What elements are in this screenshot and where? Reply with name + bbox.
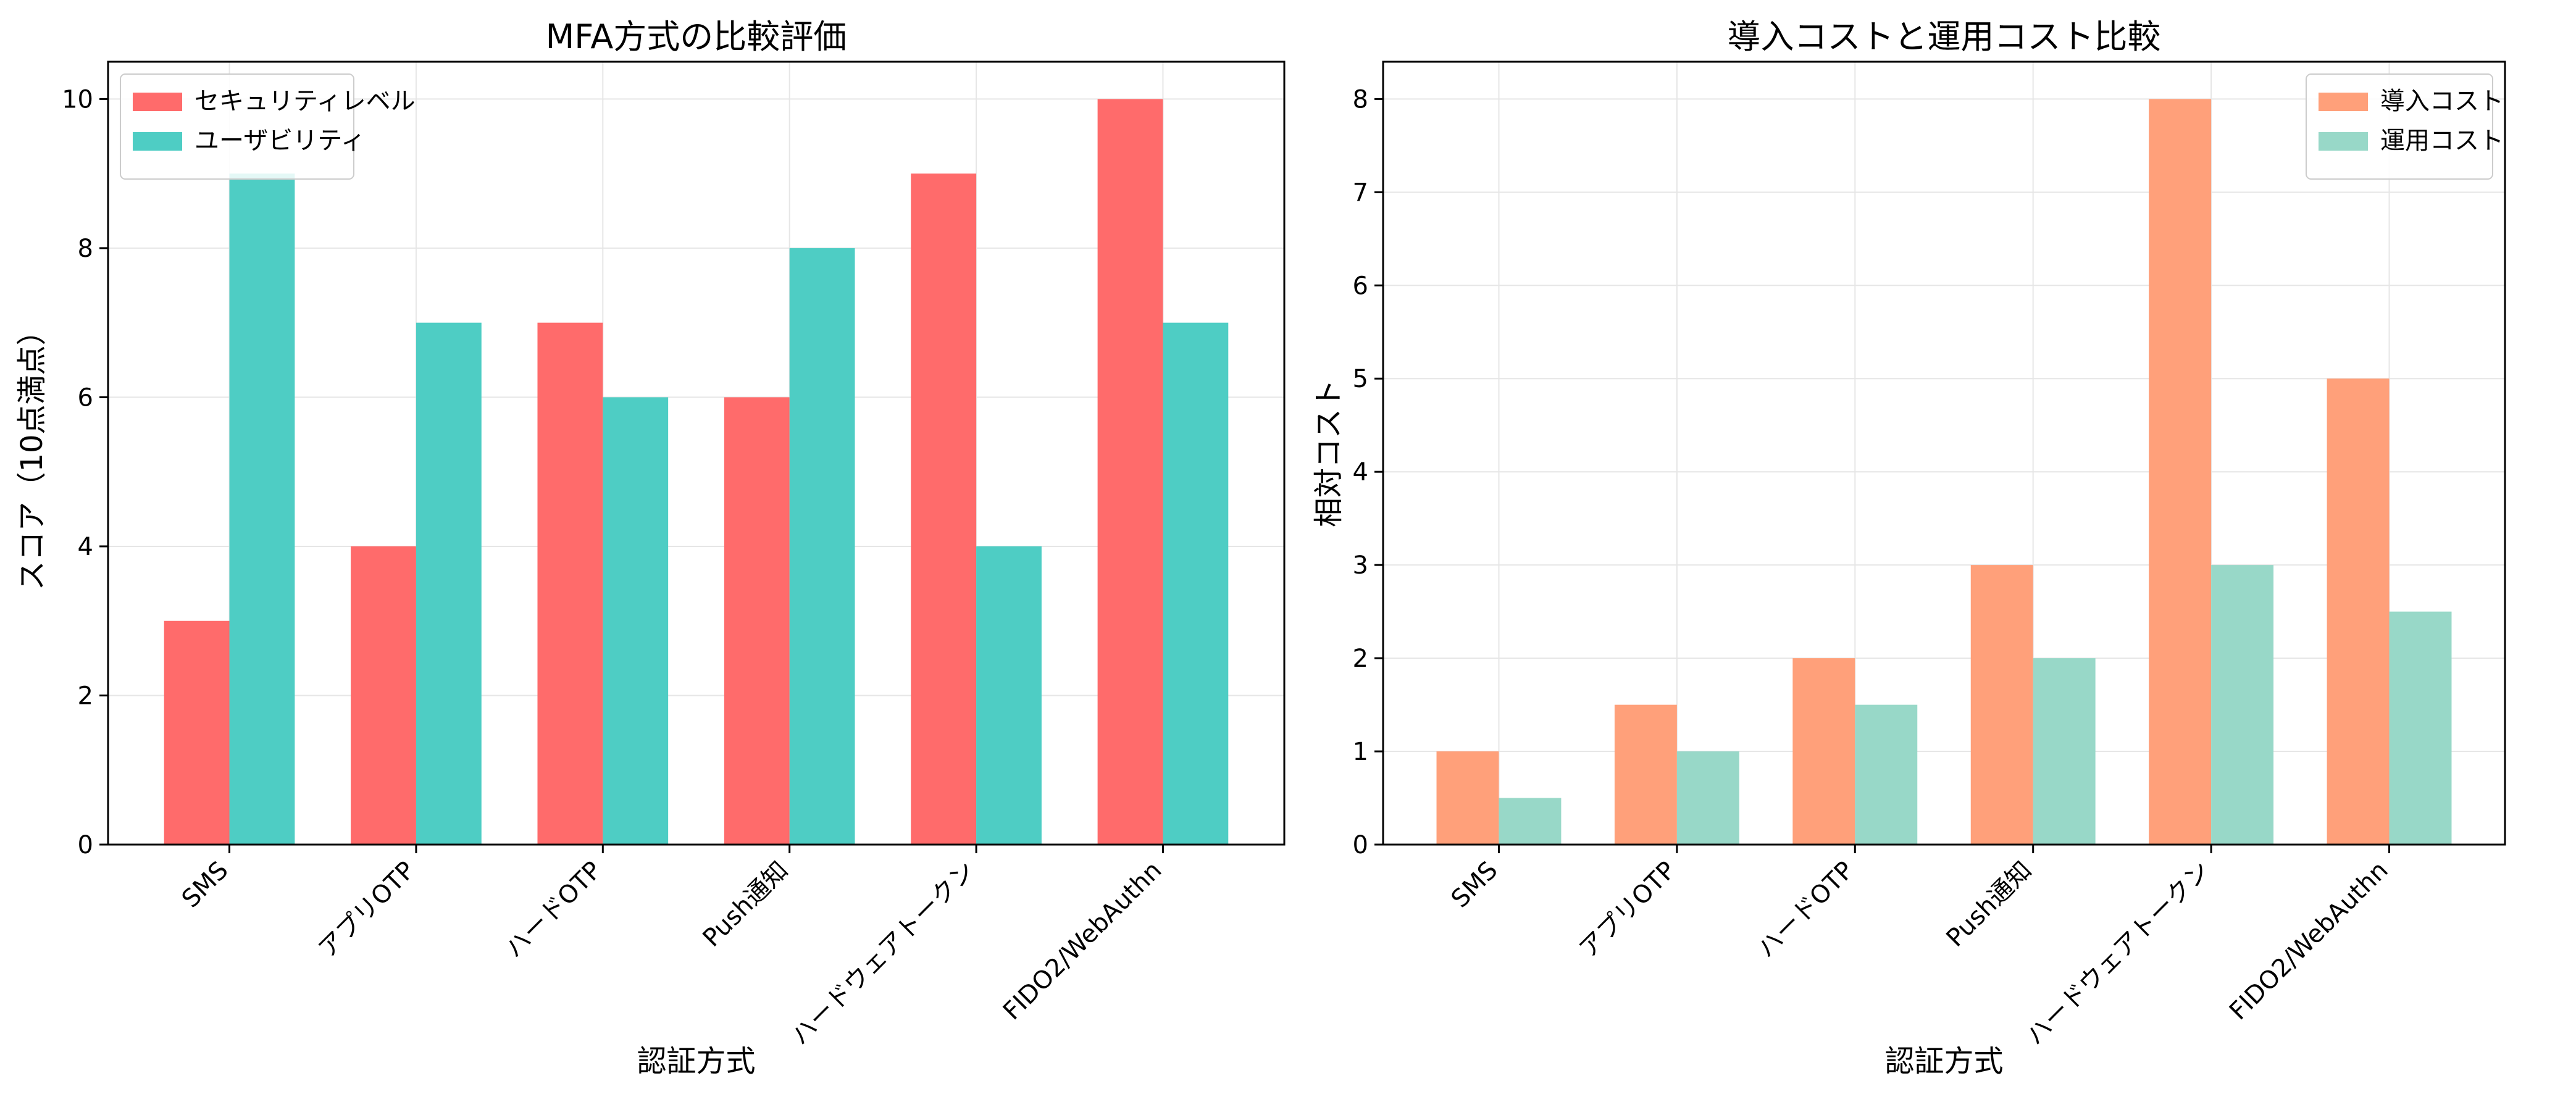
legend-label: 運用コスト	[2380, 127, 2504, 155]
legend-swatch	[133, 93, 182, 111]
x-tick-label: ハードOTP	[1752, 856, 1859, 964]
x-tick-label: SMS	[1446, 856, 1503, 914]
y-tick-label: 0	[78, 831, 93, 859]
y-tick-label: 8	[1353, 85, 1368, 114]
axes-frame	[1382, 61, 2506, 846]
bar	[2033, 658, 2096, 845]
y-tick-label: 10	[62, 85, 93, 114]
bar	[537, 322, 603, 845]
plot-area	[1374, 61, 2506, 853]
bar	[1614, 704, 1677, 845]
x-tick-label: Push通知	[698, 856, 794, 953]
x-tick-label: ハードウェアトークン	[786, 856, 981, 1051]
y-tick-label: 2	[78, 682, 93, 710]
bar	[911, 173, 977, 845]
bar	[229, 173, 295, 845]
axes-frame	[107, 61, 1286, 846]
x-tick-label: FIDO2/WebAuthn	[998, 856, 1168, 1026]
bar	[2389, 611, 2452, 845]
y-tick-label: 2	[1353, 645, 1368, 673]
bar	[1097, 99, 1163, 845]
bar	[1163, 322, 1229, 845]
y-tick-label: 5	[1353, 365, 1368, 393]
x-axis-label: 認証方式	[1884, 1044, 2003, 1079]
y-tick-label: 4	[78, 533, 93, 561]
bar	[164, 620, 230, 845]
legend-swatch	[2319, 93, 2368, 111]
legend-label: セキュリティレベル	[194, 87, 416, 115]
bar	[976, 546, 1042, 845]
x-tick-label: Push通知	[1941, 856, 2038, 953]
bar	[1499, 798, 1562, 845]
x-tick-label: SMS	[177, 856, 234, 914]
x-tick-label: アプリOTP	[1574, 856, 1681, 964]
bar	[416, 322, 482, 845]
y-tick-label: 3	[1353, 551, 1368, 580]
y-tick-label: 7	[1353, 178, 1368, 207]
x-tick-label: ハードウェアトークン	[2021, 856, 2215, 1051]
bar	[1792, 658, 1855, 845]
bar	[789, 248, 855, 845]
chart-title: 導入コストと運用コスト比較	[1728, 17, 2161, 56]
bar	[351, 546, 416, 845]
bar	[2149, 99, 2212, 845]
y-tick-label: 1	[1353, 738, 1368, 766]
y-tick-label: 0	[1353, 831, 1368, 859]
y-tick-label: 6	[1353, 272, 1368, 300]
bar	[603, 397, 669, 845]
legend-label: 導入コスト	[2380, 87, 2504, 115]
chart-cost-comparison: 導入コストと運用コスト比較 認証方式 相対コスト 0 1 2 3 4 5 6 7 8 SMS アプリ…	[1311, 17, 2506, 1079]
bar	[2327, 378, 2390, 845]
y-tick-label: 8	[78, 235, 93, 263]
legend-swatch	[2319, 132, 2368, 151]
x-tick-label: アプリOTP	[313, 856, 420, 964]
bar	[1855, 704, 1918, 845]
bar	[1970, 565, 2033, 845]
y-axis-label: スコア（10点満点）	[15, 315, 49, 590]
y-tick-label: 4	[1353, 458, 1368, 486]
bar	[724, 397, 790, 845]
bar	[1676, 751, 1739, 845]
y-tick-label: 6	[78, 383, 93, 412]
chart-title: MFA方式の比較評価	[546, 17, 847, 56]
bar	[2211, 565, 2274, 845]
x-tick-label: ハードOTP	[500, 856, 607, 964]
bar	[1436, 751, 1499, 845]
x-tick-label: FIDO2/WebAuthn	[2224, 856, 2394, 1026]
legend-swatch	[133, 132, 182, 151]
y-axis-label: 相対コスト	[1311, 379, 1346, 527]
x-axis-label: 認証方式	[637, 1044, 755, 1079]
chart-security-usability: MFA方式の比較評価 認証方式 スコア（10点満点） 0 2 4 6 8 10 SMS アプリ…	[15, 17, 1286, 1079]
legend-label: ユーザビリティ	[194, 127, 366, 155]
plot-area	[99, 61, 1286, 853]
